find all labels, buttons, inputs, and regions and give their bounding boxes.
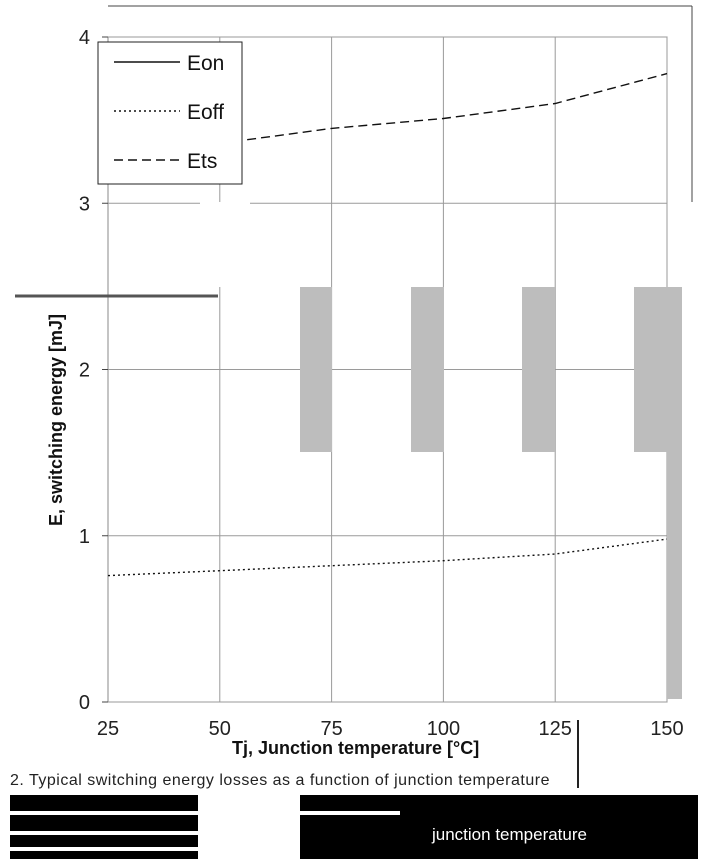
- x-tick-label: 25: [97, 718, 119, 740]
- legend-label-ets: Ets: [187, 150, 217, 173]
- series-line-ets: [107, 72, 668, 156]
- x-tick-label: 150: [650, 718, 683, 740]
- y-axis-label: E, switching energy [mJ]: [46, 314, 66, 526]
- x-axis-label: Tj, Junction temperature [°C]: [232, 738, 479, 758]
- x-tick-label: 50: [209, 718, 231, 740]
- legend-label-eoff: Eoff: [187, 101, 224, 124]
- series-line-eoff: [107, 538, 668, 577]
- y-tick-label: 0: [79, 692, 90, 714]
- legend: Eon Eoff Ets: [97, 41, 243, 185]
- footer-text: junction temperature: [432, 825, 587, 844]
- x-tick-label: 75: [320, 718, 342, 740]
- figure-caption: 2. Typical switching energy losses as a …: [10, 772, 550, 789]
- legend-label-eon: Eon: [187, 52, 224, 75]
- x-tick-label: 100: [427, 718, 460, 740]
- y-tick-label: 2: [79, 360, 90, 382]
- x-tick-labels: 25 50 75 100 125 150: [97, 718, 684, 740]
- x-tick-label: 125: [539, 718, 572, 740]
- footer-band: [10, 795, 698, 859]
- y-tick-label: 4: [79, 27, 90, 49]
- scan-artifacts: [15, 202, 682, 788]
- series-layer: [107, 72, 668, 577]
- y-tick-label: 1: [79, 526, 90, 548]
- y-tick-labels: 0 1 2 3 4: [79, 27, 90, 714]
- y-tick-label: 3: [79, 193, 90, 215]
